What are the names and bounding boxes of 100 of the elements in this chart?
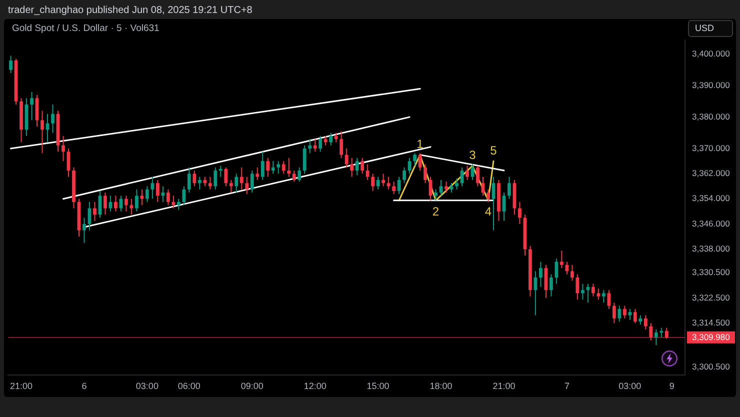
candlestick [660, 327, 664, 338]
y-tick-label: 3,390.000 [692, 80, 730, 90]
candlestick [413, 152, 416, 166]
candlestick [622, 305, 626, 319]
candlestick [492, 176, 496, 231]
x-tick-label: 09:00 [240, 380, 264, 391]
candlestick [444, 181, 448, 194]
candlestick [218, 165, 222, 178]
candlestick [633, 308, 637, 324]
candlestick [602, 290, 606, 304]
candlestick [340, 130, 344, 158]
candlestick [539, 261, 542, 288]
candlestick [224, 166, 228, 187]
annotation: 5 [490, 143, 498, 158]
y-tick-label: 3,346.000 [692, 218, 730, 228]
candlestick [550, 274, 553, 297]
candlestick [350, 157, 354, 178]
candlestick [208, 176, 212, 190]
candlestick [156, 179, 160, 202]
candlestick [424, 164, 427, 184]
candlestick [166, 188, 170, 206]
x-tick-label: 03:00 [136, 380, 158, 391]
candlestick [476, 165, 480, 187]
candlestick [172, 195, 176, 209]
x-tick-label: 18:00 [430, 380, 452, 391]
x-tick-label: 06:00 [178, 380, 200, 391]
candlestick [654, 328, 658, 346]
y-tick-label: 3,322.500 [692, 292, 730, 302]
x-tick-label: 12:00 [304, 380, 326, 391]
candlestick [318, 135, 322, 152]
candlestick [62, 135, 65, 162]
candlestick [570, 264, 574, 282]
candlestick [664, 327, 668, 340]
candlestick [140, 188, 144, 206]
candlestick [9, 55, 12, 74]
candlestick [344, 148, 348, 168]
y-tick-label: 3,330.500 [692, 267, 730, 278]
candlestick [240, 166, 244, 190]
candlestick [108, 195, 112, 212]
candlestick [292, 170, 296, 182]
annotation: 3 [469, 148, 476, 162]
candlestick [298, 166, 302, 182]
y-tick-label: 3,354.000 [692, 193, 730, 204]
candlestick [161, 186, 165, 202]
candlestick [192, 170, 196, 187]
candlestick [366, 164, 370, 180]
x-tick-label: 15:00 [366, 380, 390, 391]
y-tick-label: 3,300.500 [692, 361, 730, 372]
candlestick [313, 138, 317, 152]
candlestick [134, 188, 138, 212]
candlestick [355, 157, 359, 176]
candlestick [93, 201, 96, 222]
candlestick [104, 192, 107, 216]
candlestick [591, 283, 595, 297]
candlestick [282, 160, 286, 174]
annotation: 4 [484, 204, 492, 219]
candlestick [308, 138, 312, 154]
candlestick [518, 201, 522, 225]
candlestick [266, 157, 270, 178]
text: trader_changhao published Jun 08, 2025 19:21 UTC+8 [8, 5, 252, 17]
candlestick [214, 166, 218, 190]
candlestick [234, 173, 238, 194]
candlestick [607, 290, 611, 310]
candlestick [618, 305, 622, 322]
candlestick [392, 181, 396, 195]
y-tick-label: 3,370.000 [692, 142, 730, 153]
candlestick [580, 283, 584, 300]
y-tick-label: 3,380.000 [692, 111, 730, 122]
x-tick-label: 21:00 [10, 380, 33, 391]
candlestick [51, 104, 54, 134]
candlestick [176, 198, 180, 210]
candlestick [229, 179, 233, 194]
candlestick [360, 157, 364, 174]
candlestick [302, 144, 306, 174]
candlestick [187, 166, 191, 194]
candlestick [508, 176, 511, 200]
candlestick [324, 135, 328, 146]
candlestick [560, 250, 564, 269]
candlestick [376, 176, 380, 190]
candlestick [596, 288, 600, 300]
y-tick-label: 3,338.000 [692, 244, 730, 254]
y-tick-label: 3,362.000 [692, 168, 730, 178]
candlestick [386, 176, 390, 190]
candlestick [586, 283, 590, 304]
candlestick [182, 186, 186, 206]
candlestick [576, 274, 580, 300]
candlestick [287, 157, 291, 178]
candlestick [198, 176, 202, 190]
candlestick [256, 166, 260, 180]
candlestick [434, 188, 438, 201]
candlestick [245, 176, 249, 195]
x-tick-label: 7 [564, 380, 570, 391]
candlestick [466, 165, 469, 180]
y-tick-label: 3,400.000 [692, 48, 730, 58]
annotation: 1 [416, 137, 424, 152]
x-tick-label: 03:00 [618, 380, 642, 391]
candlestick [82, 217, 86, 244]
ref-line-label: 3,309.980 [692, 332, 730, 342]
candlestick [203, 176, 207, 187]
candlestick [644, 314, 648, 330]
